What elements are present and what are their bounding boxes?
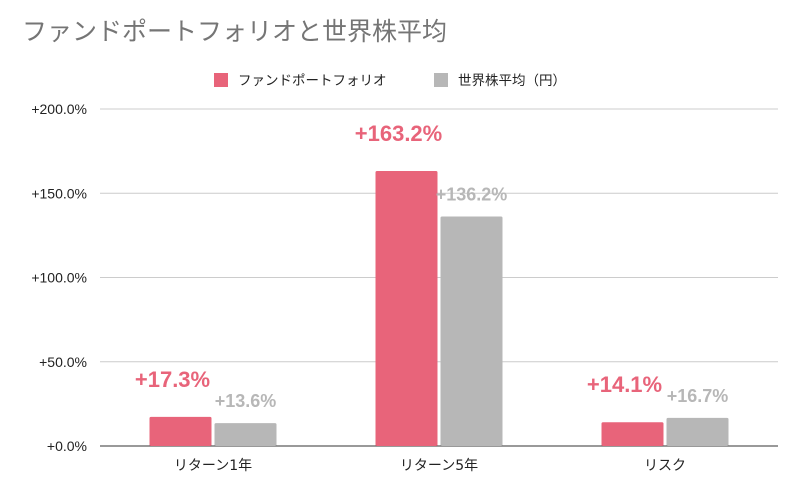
legend-swatch	[214, 73, 228, 87]
y-tick-label: +200.0%	[31, 101, 87, 117]
legend-label: 世界株平均（円）	[458, 73, 566, 89]
x-tick-label: リターン5年	[400, 458, 478, 474]
x-tick-label: リターン1年	[174, 458, 252, 474]
legend-label: ファンドポートフォリオ	[238, 73, 387, 89]
data-label: +14.1%	[587, 372, 662, 397]
legend: ファンドポートフォリオ 世界株平均（円）	[214, 73, 566, 89]
data-label: +136.2%	[436, 185, 508, 205]
data-label: +13.6%	[215, 391, 277, 411]
y-tick-label: +0.0%	[47, 438, 87, 454]
bar	[601, 422, 664, 446]
bar	[375, 171, 438, 446]
y-tick-label: +100.0%	[31, 270, 87, 286]
bars	[149, 171, 729, 446]
data-label: +163.2%	[355, 121, 442, 146]
bar	[440, 216, 503, 446]
bar	[214, 423, 277, 446]
bar	[666, 417, 729, 446]
legend-swatch	[434, 73, 448, 87]
data-labels: +17.3%+13.6% +163.2% +136.2% +14.1% +16.7%	[135, 121, 728, 411]
bar	[149, 416, 212, 446]
x-tick-label: リスク	[644, 458, 686, 474]
y-tick-label: +50.0%	[39, 354, 87, 370]
y-tick-label: +150.0%	[31, 185, 87, 201]
x-axis-ticks: リターン1年 リターン5年 リスク	[174, 458, 686, 474]
chart-title: ファンドポートフォリオと世界株平均	[22, 17, 448, 46]
gridlines	[100, 108, 778, 447]
y-axis-ticks: +0.0% +50.0% +100.0% +150.0% +200.0%	[31, 101, 87, 454]
data-label: +17.3%	[135, 367, 210, 392]
data-label: +16.7%	[667, 386, 729, 406]
